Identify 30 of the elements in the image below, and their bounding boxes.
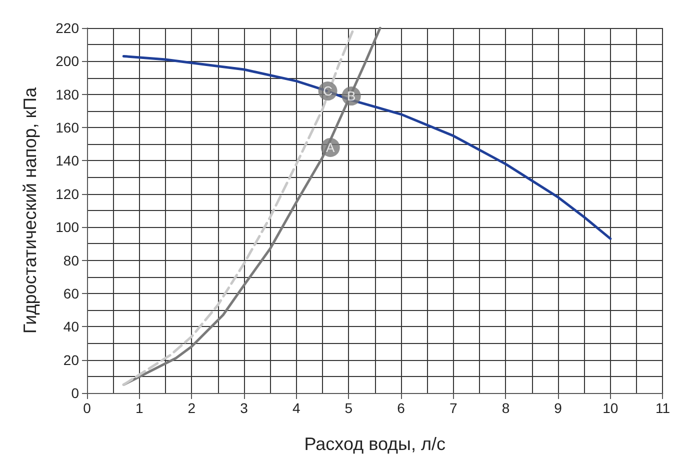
x-tick-label: 8 — [502, 400, 510, 416]
y-tick-label: 40 — [63, 318, 80, 335]
x-tick-label: 4 — [292, 400, 300, 416]
x-tick-label: 3 — [240, 400, 248, 416]
y-tick-label: 140 — [56, 152, 80, 169]
x-tick-label: 1 — [135, 400, 144, 416]
y-tick-label: 20 — [63, 352, 80, 368]
x-tick-label: 10 — [602, 400, 618, 416]
annotation: A — [326, 140, 336, 155]
y-tick-label: 180 — [56, 86, 80, 102]
annotation: B — [346, 88, 356, 104]
y-tick-label: 200 — [56, 53, 80, 70]
annotation: C — [323, 84, 332, 99]
y-tick-label: 80 — [63, 252, 80, 268]
x-tick-label: 0 — [83, 400, 92, 416]
line-series — [122, 54, 612, 240]
y-tick-label: 0 — [71, 385, 80, 401]
x-tick-label: 11 — [655, 400, 670, 416]
x-axis-title: Расход воды, л/с — [304, 434, 446, 454]
y-tick-label: 220 — [56, 20, 80, 36]
y-tick-label: 100 — [56, 219, 80, 236]
x-tick-label: 5 — [344, 400, 353, 416]
y-tick-label: 160 — [56, 120, 80, 136]
x-tick-label: 7 — [449, 400, 458, 416]
y-tick-label: 120 — [56, 186, 80, 202]
y-tick-label: 60 — [63, 285, 80, 302]
x-tick-label: 6 — [397, 400, 406, 416]
x-tick-label: 2 — [188, 400, 196, 416]
y-axis-title: Гидростатический напор, кПа — [20, 86, 40, 334]
x-tick-label: 9 — [554, 400, 562, 416]
